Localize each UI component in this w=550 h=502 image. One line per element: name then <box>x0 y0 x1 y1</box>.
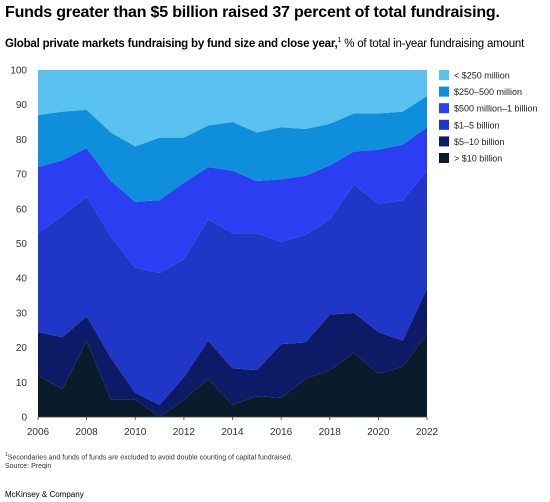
chart-headline: Funds greater than $5 billion raised 37 … <box>5 4 500 21</box>
x-tick-label: 2010 <box>124 427 147 438</box>
legend-label: $250–500 million <box>454 87 522 97</box>
footnote-note: 1Secondaries and funds of funds are excl… <box>5 451 293 462</box>
y-tick-label: 40 <box>16 274 28 285</box>
legend-label: < $250 million <box>454 71 510 81</box>
brand-name: McKinsey & Company <box>5 490 84 499</box>
chart-legend: < $250 million $250–500 million $500 milli… <box>439 70 538 164</box>
footnote-marker: 1 <box>5 452 8 458</box>
x-tick-label: 2018 <box>319 427 342 438</box>
y-tick-label: 20 <box>16 343 28 354</box>
y-tick-label: 60 <box>16 204 28 215</box>
legend-swatch <box>439 136 449 147</box>
legend-swatch <box>439 86 449 97</box>
x-tick-label: 2016 <box>270 427 293 438</box>
y-tick-label: 50 <box>16 239 28 250</box>
x-tick-label: 2022 <box>416 427 439 438</box>
area-layers <box>38 70 427 417</box>
y-tick-label: 80 <box>16 135 28 146</box>
y-tick-label: 10 <box>16 378 28 389</box>
area-series-1-5-billion <box>38 170 427 405</box>
chart-subtitle: Global private markets fundraising by fu… <box>5 37 550 50</box>
legend-label: $500 million–1 billion <box>454 104 538 114</box>
subtitle-footnote-marker: 1 <box>337 37 342 44</box>
area-series-10-billion <box>38 333 427 417</box>
area-series-250-million <box>38 70 427 147</box>
footnote-text: Secondaries and funds of funds are exclu… <box>7 454 293 462</box>
chart-footnote: 1Secondaries and funds of funds are excl… <box>5 451 293 471</box>
y-tick-label: 0 <box>21 413 27 424</box>
x-tick-label: 2020 <box>367 427 390 438</box>
x-tick-label: 2008 <box>76 427 99 438</box>
legend-swatch <box>439 70 449 80</box>
area-series-5-10-billion <box>38 288 427 417</box>
y-tick-label: 100 <box>10 66 27 77</box>
legend-label: > $10 billion <box>454 154 502 164</box>
subtitle-bold: Global private markets fundraising by fu… <box>5 37 338 50</box>
subtitle-rest: % of total in-year fundraising amount <box>341 37 525 50</box>
legend-swatch <box>439 119 449 130</box>
y-tick-label: 90 <box>16 100 28 111</box>
area-series-500-million-1-billion <box>38 127 427 273</box>
legend-label: $1–5 billion <box>454 120 500 130</box>
x-tick-label: 2014 <box>221 427 244 438</box>
legend-swatch <box>439 153 449 163</box>
x-tick-label: 2006 <box>27 427 50 438</box>
y-tick-label: 70 <box>16 170 28 181</box>
area-series-250-500-million <box>38 96 427 202</box>
y-tick-label: 30 <box>16 308 28 319</box>
chart-axes: 0 10 20 30 40 50 60 70 80 90 100 2006 2008 2010 2012 20… <box>10 66 438 439</box>
legend-label: $5–10 billion <box>454 137 505 147</box>
footnote-source: Source: Preqin <box>5 463 52 471</box>
x-tick-label: 2012 <box>173 427 196 438</box>
legend-swatch <box>439 103 449 114</box>
